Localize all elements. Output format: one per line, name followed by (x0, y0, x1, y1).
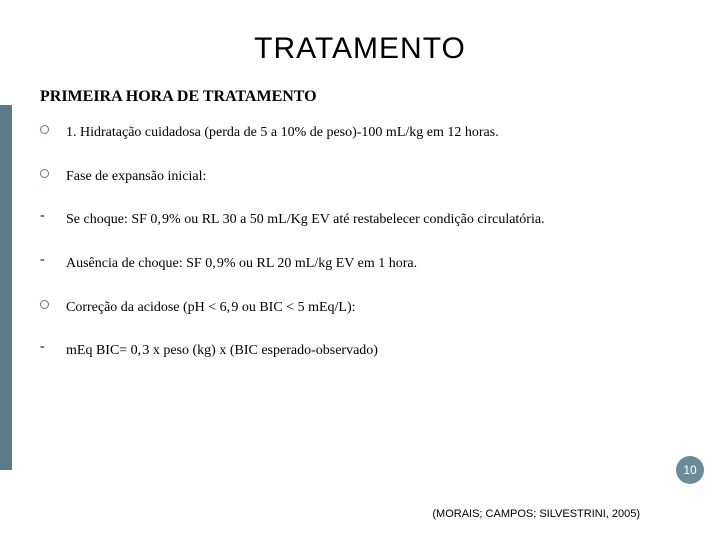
list-item: - Se choque: SF 0, 9% ou RL 30 a 50 mL/K… (40, 209, 680, 231)
section-heading: PRIMEIRA HORA DE TRATAMENTO (40, 88, 680, 106)
list-item-text: 1. Hidratação cuidadosa (perda de 5 a 10… (66, 122, 680, 144)
list-item: - Ausência de choque: SF 0, 9% ou RL 20 … (40, 253, 680, 275)
circle-bullet-icon (40, 297, 58, 309)
bullet-list: 1. Hidratação cuidadosa (perda de 5 a 10… (40, 122, 680, 362)
dash-bullet-icon: - (40, 253, 58, 267)
citation-text: (MORAIS; CAMPOS; SILVESTRINI, 2005) (432, 508, 640, 520)
dash-bullet-icon: - (40, 340, 58, 354)
list-item: Fase de expansão inicial: (40, 166, 680, 188)
list-item: 1. Hidratação cuidadosa (perda de 5 a 10… (40, 122, 680, 144)
content-region: PRIMEIRA HORA DE TRATAMENTO 1. Hidrataçã… (0, 88, 720, 362)
list-item-text: Correção da acidose (pH < 6, 9 ou BIC < … (66, 297, 680, 319)
circle-bullet-icon (40, 166, 58, 178)
dash-bullet-icon: - (40, 209, 58, 223)
list-item-text: Fase de expansão inicial: (66, 166, 680, 188)
list-item-text: Ausência de choque: SF 0, 9% ou RL 20 mL… (66, 253, 680, 275)
list-item-text: Se choque: SF 0, 9% ou RL 30 a 50 mL/Kg … (66, 209, 680, 231)
slide-title: TRATAMENTO (0, 0, 720, 88)
list-item: Correção da acidose (pH < 6, 9 ou BIC < … (40, 297, 680, 319)
page-number-badge: 10 (676, 456, 704, 484)
list-item-text: mEq BIC= 0, 3 x peso (kg) x (BIC esperad… (66, 340, 680, 362)
circle-bullet-icon (40, 122, 58, 134)
list-item: - mEq BIC= 0, 3 x peso (kg) x (BIC esper… (40, 340, 680, 362)
accent-bar (0, 105, 12, 470)
